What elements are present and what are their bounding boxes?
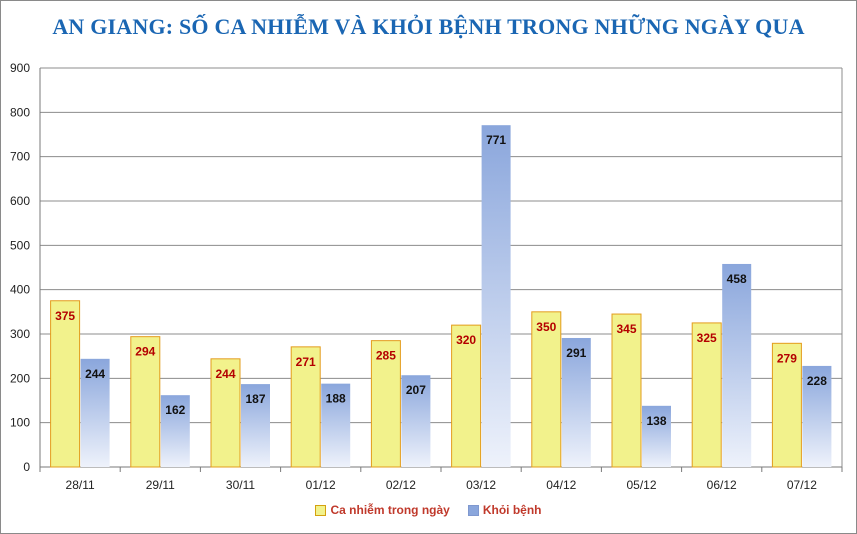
data-label-recovered: 458 (727, 272, 747, 286)
legend-item-infected: Ca nhiễm trong ngày (315, 503, 450, 517)
bar-recovered (481, 125, 511, 467)
bar-recovered (802, 365, 832, 467)
x-tick-label: 28/11 (66, 478, 95, 492)
data-label-infected: 325 (697, 331, 717, 345)
bar-infected (691, 322, 722, 468)
x-tick-label: 30/11 (226, 478, 255, 492)
x-tick-label: 03/12 (466, 478, 496, 492)
x-tick-label: 29/11 (146, 478, 175, 492)
data-label-recovered: 244 (85, 367, 105, 381)
bar-infected (771, 342, 802, 468)
data-label-infected: 285 (376, 349, 396, 363)
y-tick-label: 900 (10, 61, 30, 75)
x-tick-label: 05/12 (626, 478, 656, 492)
bar-recovered (401, 375, 431, 467)
data-label-recovered: 138 (646, 414, 666, 428)
bar-infected (611, 313, 642, 468)
y-tick-label: 500 (10, 238, 30, 252)
bar-infected (130, 336, 161, 468)
y-tick-label: 600 (10, 194, 30, 208)
data-labels: 375 244 294 162 244 187 271 188 285 207 320 771 350 2… (55, 133, 827, 428)
y-tick-label: 0 (23, 460, 30, 474)
chart-title: AN GIANG: SỐ CA NHIỄM VÀ KHỎI BỆNH TRONG… (52, 14, 805, 39)
bar-recovered (722, 263, 752, 467)
data-label-infected: 244 (215, 367, 235, 381)
data-label-recovered: 162 (165, 403, 185, 417)
bar-recovered (321, 383, 351, 467)
data-label-infected: 294 (135, 345, 155, 359)
data-label-infected: 320 (456, 333, 476, 347)
data-label-recovered: 207 (406, 383, 426, 397)
bar-recovered (160, 395, 190, 467)
x-tick-label: 07/12 (787, 478, 817, 492)
x-tick-label: 04/12 (546, 478, 576, 492)
data-label-recovered: 771 (486, 133, 506, 147)
legend-label-infected: Ca nhiễm trong ngày (330, 503, 450, 517)
data-label-recovered: 187 (245, 392, 265, 406)
legend-swatch-infected (315, 504, 327, 516)
legend-swatch-recovered (467, 504, 479, 516)
bar-infected (531, 311, 562, 468)
bar-infected (290, 346, 321, 468)
bar-infected (451, 324, 482, 468)
y-tick-label: 800 (10, 105, 30, 119)
bar-infected (210, 358, 241, 468)
legend-label-recovered: Khỏi bệnh (482, 503, 542, 517)
axes: 0 100 200 300 400 500 600 700 800 900 28/11 29/11 30… (10, 61, 843, 492)
x-tick-label: 02/12 (386, 478, 416, 492)
x-tick-label: 01/12 (306, 478, 336, 492)
x-tick-label: 06/12 (707, 478, 737, 492)
data-label-recovered: 188 (326, 392, 346, 406)
bars (50, 125, 832, 468)
data-label-recovered: 291 (566, 346, 586, 360)
legend-item-recovered: Khỏi bệnh (467, 503, 542, 517)
data-label-infected: 345 (616, 322, 636, 336)
data-label-infected: 350 (536, 320, 556, 334)
data-label-infected: 271 (296, 355, 316, 369)
bar-infected (50, 300, 81, 468)
legend: Ca nhiễm trong ngày Khỏi bệnh (0, 503, 857, 517)
y-tick-label: 700 (10, 150, 30, 164)
data-label-infected: 279 (777, 351, 797, 365)
bar-recovered (561, 337, 591, 467)
y-tick-label: 200 (10, 371, 30, 385)
y-tick-label: 100 (10, 416, 30, 430)
bar-recovered (642, 405, 671, 467)
data-label-recovered: 228 (807, 374, 827, 388)
bar-recovered (80, 358, 110, 467)
bar-recovered (241, 384, 270, 467)
y-tick-label: 400 (10, 283, 30, 297)
bar-infected (370, 340, 401, 468)
y-tick-label: 300 (10, 327, 30, 341)
data-label-infected: 375 (55, 309, 75, 323)
